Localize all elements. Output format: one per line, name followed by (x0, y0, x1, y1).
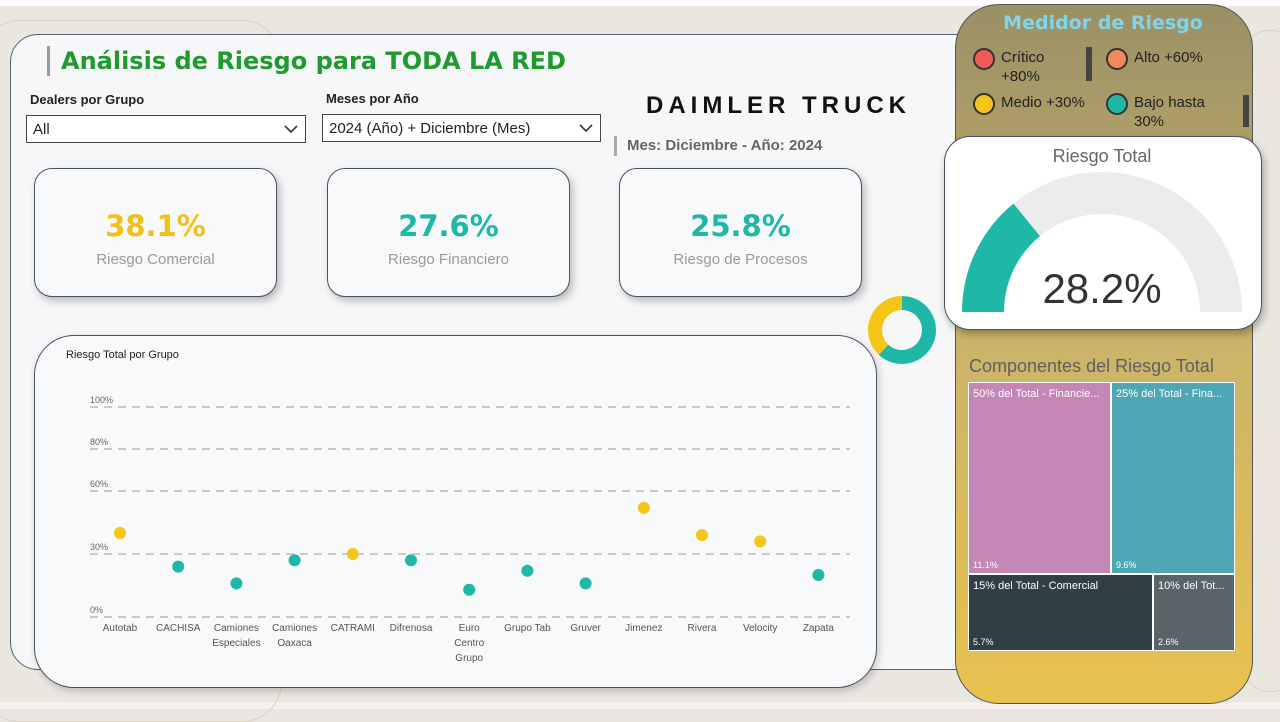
kpi-value: 25.8% (690, 209, 791, 243)
x-tick-label: Camiones Oaxaca (272, 623, 317, 649)
data-point[interactable] (812, 569, 825, 581)
data-point[interactable] (405, 554, 417, 567)
gauge-fill (962, 203, 1041, 313)
tile-value: 2.6% (1158, 637, 1179, 647)
bottom-strip (0, 702, 1280, 709)
legend-title: Medidor de Riesgo (1003, 12, 1203, 34)
kpi-value: 38.1% (105, 209, 206, 243)
kpi-card-financiero: 27.6% Riesgo Financiero (327, 168, 570, 297)
low-dot-icon (1106, 93, 1128, 115)
gauge-title: Riesgo Total (1052, 146, 1152, 166)
chart-title: Riesgo Total por Grupo (66, 349, 179, 361)
data-point[interactable] (521, 564, 534, 577)
data-point[interactable] (230, 577, 243, 590)
medium-dot-icon (973, 93, 995, 115)
legend-label: Medio +30% (1001, 94, 1085, 111)
tile-value: 9.6% (1116, 560, 1137, 570)
y-tick-label: 30% (90, 542, 108, 552)
x-tick-label: Grupo Tab (504, 623, 551, 634)
data-point[interactable] (172, 560, 185, 573)
donut-segments (868, 296, 936, 364)
scatter-card (34, 335, 877, 688)
kpi-value: 27.6% (398, 209, 499, 243)
tile-header: 15% del Total - Comercial (973, 580, 1099, 592)
treemap-title: Componentes del Riesgo Total (969, 356, 1214, 376)
x-tick-label: Euro Centro Grupo (454, 623, 484, 664)
period-accent (614, 136, 617, 156)
legend-label: Bajo hasta 30% (1134, 94, 1205, 130)
data-point[interactable] (637, 501, 650, 514)
months-select[interactable]: 2024 (Año) + Diciembre (Mes) (322, 114, 601, 142)
donut-segment (868, 296, 903, 355)
x-tick-label: Autotab (103, 623, 138, 634)
scatter-chart: 0% 30% 60% 80% 100% Autotab CACHISA Camiones Esp… (90, 395, 850, 664)
kpi-card-procesos: 25.8% Riesgo de Procesos (619, 168, 862, 297)
data-point[interactable] (579, 577, 592, 590)
tile-header: 10% del Tot... (1158, 580, 1225, 592)
donut-chart (868, 296, 936, 364)
period-label: Mes: Diciembre - Año: 2024 (627, 137, 823, 154)
kpi-card-comercial: 38.1% Riesgo Comercial (34, 168, 277, 297)
title-accent (47, 46, 50, 76)
x-tick-label: Velocity (743, 623, 777, 634)
legend-label: Crítico +80% (1001, 49, 1045, 85)
legend-separator (1243, 95, 1249, 127)
kpi-label: Riesgo Financiero (388, 251, 509, 268)
x-tick-label: Camiones Especiales (212, 623, 260, 649)
tile-value: 5.7% (973, 637, 994, 647)
top-strip (0, 0, 1280, 6)
treemap-tile-financiero-25[interactable]: 25% del Total - Fina... 9.6% (1111, 382, 1235, 574)
critical-dot-icon (973, 48, 995, 70)
chevron-down-icon (579, 124, 593, 133)
data-point[interactable] (696, 529, 708, 542)
kpi-label: Riesgo de Procesos (673, 251, 808, 268)
brand-logo: DAIMLER TRUCK (646, 92, 911, 119)
y-tick-label: 0% (90, 605, 103, 615)
y-tick-label: 100% (90, 395, 113, 405)
tile-header: 25% del Total - Fina... (1116, 388, 1223, 400)
x-tick-label: CATRAMI (331, 623, 375, 634)
x-tick-label: Rivera (688, 623, 717, 634)
donut-segment (878, 296, 936, 364)
x-tick-label: Difrenosa (390, 623, 433, 634)
x-tick-label: Zapata (803, 623, 835, 634)
data-point[interactable] (346, 548, 359, 560)
y-tick-label: 80% (90, 437, 108, 447)
treemap-tile-comercial[interactable]: 15% del Total - Comercial 5.7% (968, 574, 1153, 651)
data-point[interactable] (114, 527, 126, 539)
dealers-select-value: All (33, 121, 50, 138)
x-tick-label: CACHISA (156, 623, 201, 634)
dealers-filter-label: Dealers por Grupo (30, 92, 145, 107)
tile-header: 50% del Total - Financie... (973, 388, 1100, 400)
data-point[interactable] (288, 554, 301, 567)
data-point[interactable] (754, 535, 767, 548)
treemap-tile-financiero-50[interactable]: 50% del Total - Financie... 11.1% (968, 382, 1111, 574)
page-title: Análisis de Riesgo para TODA LA RED (61, 47, 566, 75)
treemap-tile-procesos[interactable]: 10% del Tot... 2.6% (1153, 574, 1235, 651)
months-filter-label: Meses por Año (326, 91, 419, 106)
kpi-label: Riesgo Comercial (96, 251, 215, 268)
high-dot-icon (1106, 48, 1128, 70)
months-select-value: 2024 (Año) + Diciembre (Mes) (329, 120, 531, 137)
chevron-down-icon (284, 125, 298, 134)
data-point[interactable] (463, 583, 476, 596)
tile-value: 11.1% (973, 560, 998, 570)
legend-label: Alto +60% (1134, 49, 1203, 66)
legend-separator (1086, 47, 1092, 81)
x-tick-label: Jimenez (625, 623, 662, 634)
y-tick-label: 60% (90, 479, 108, 489)
gauge-value: 28.2% (1042, 265, 1162, 312)
x-tick-label: Gruver (570, 623, 601, 634)
gauge-chart (962, 172, 1242, 313)
dealers-select[interactable]: All (26, 115, 306, 143)
